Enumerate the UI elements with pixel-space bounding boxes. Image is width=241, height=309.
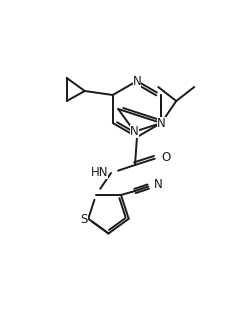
Text: O: O: [161, 150, 171, 163]
Text: HN: HN: [91, 166, 108, 179]
Text: S: S: [80, 213, 88, 226]
Text: N: N: [154, 177, 162, 191]
Text: N: N: [133, 74, 141, 87]
Text: N: N: [157, 116, 166, 129]
Text: N: N: [130, 125, 139, 138]
